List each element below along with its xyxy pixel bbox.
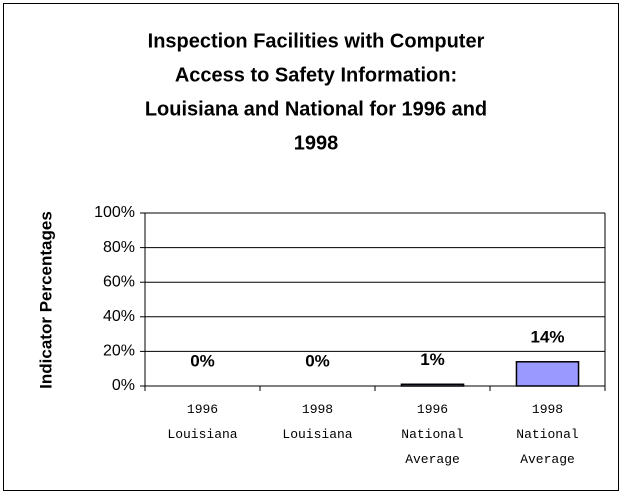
y-tick-label: 80% <box>103 239 135 256</box>
x-tick-label: 1996 National Average <box>401 402 464 467</box>
chart-border <box>3 3 619 491</box>
bar <box>515 361 580 387</box>
x-tick-label: 1998 Louisiana <box>282 402 352 442</box>
chart-title: Access to Safety Information: <box>175 64 457 86</box>
data-label: 14% <box>530 327 564 346</box>
chart-title: 1998 <box>294 132 339 154</box>
data-label: 0% <box>190 351 215 370</box>
y-tick-label: 40% <box>103 308 135 325</box>
y-tick-label: 100% <box>94 204 135 221</box>
y-tick-label: 0% <box>112 377 135 394</box>
y-tick-label: 60% <box>103 273 135 290</box>
x-tick-label: 1998 National Average <box>516 402 579 467</box>
data-label: 1% <box>420 350 445 369</box>
chart-title: Inspection Facilities with Computer <box>148 30 485 52</box>
y-tick-label: 20% <box>103 343 135 360</box>
chart-title: Louisiana and National for 1996 and <box>145 98 487 120</box>
y-axis-label: Indicator Percentages <box>36 211 55 389</box>
data-label: 0% <box>305 351 330 370</box>
x-tick-label: 1996 Louisiana <box>167 402 237 442</box>
